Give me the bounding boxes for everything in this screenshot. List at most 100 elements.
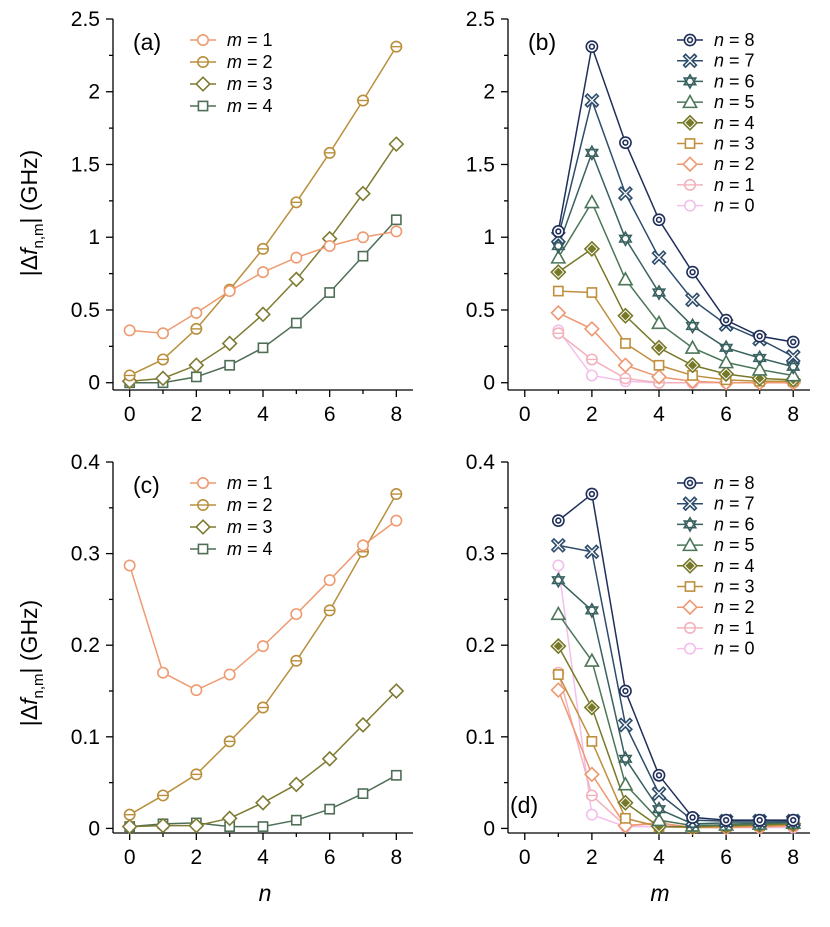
y-tick-label-a-2: 2 <box>88 81 100 104</box>
x-tick-label-a-0: 0 <box>124 403 136 426</box>
legend-entry-d-n6: n = 6 <box>677 514 755 534</box>
legend-marker-d-n1 <box>683 621 696 634</box>
point-d-n2-2 <box>583 766 600 783</box>
x-tick-label-c-8: 8 <box>390 846 402 869</box>
point-a-m4-5 <box>290 317 302 329</box>
point-b-n7-2 <box>584 92 600 109</box>
point-b-n2-3 <box>617 357 634 374</box>
x-tick-label-a-8: 8 <box>390 403 402 426</box>
legend-marker-d-n4 <box>681 557 699 574</box>
point-c-m3-2 <box>188 817 205 834</box>
y-tick-label-a-2.5: 2.5 <box>71 8 100 31</box>
point-b-n6-6 <box>718 339 734 357</box>
x-tick-label-d-4: 4 <box>653 846 665 869</box>
legend-label-d-n8: n = 8 <box>714 473 755 493</box>
point-c-m4-4 <box>257 821 269 832</box>
y-tick-label-a-0.5: 0.5 <box>71 299 100 322</box>
point-d-n8-5 <box>686 811 699 824</box>
legend-marker-d-n0 <box>683 642 696 655</box>
legend-label-b-n0: n = 0 <box>714 196 755 216</box>
point-a-m1-2 <box>190 306 203 319</box>
legend-label-a-m4: m = 4 <box>227 96 273 116</box>
x-tick-label-c-0: 0 <box>124 846 136 869</box>
point-b-n5-4 <box>651 314 667 330</box>
legend-entry-b-n7: n = 7 <box>677 51 755 71</box>
point-b-n5-7 <box>751 361 768 376</box>
x-tick-label-d-0: 0 <box>519 846 531 869</box>
point-d-n3-2 <box>586 735 598 747</box>
series-a-m1 <box>123 225 403 340</box>
legend-label-d-n2: n = 2 <box>714 597 755 617</box>
legend-marker-c-m2 <box>197 498 210 511</box>
legend-marker-c-m1 <box>197 476 210 489</box>
point-d-n0-2 <box>585 808 598 821</box>
panel-label-b: (b) <box>528 29 556 55</box>
point-c-m4-7 <box>357 788 369 800</box>
legend-marker-c-m3 <box>195 519 211 535</box>
legend-entry-b-n2: n = 2 <box>677 154 755 174</box>
point-a-m2-0 <box>123 369 136 382</box>
point-d-n7-4 <box>651 786 667 802</box>
point-b-n5-1 <box>550 249 567 264</box>
legend-marker-b-n0 <box>683 199 696 212</box>
series-b-n5 <box>550 194 802 382</box>
y-tick-label-c-0.1: 0.1 <box>71 726 100 749</box>
legend-marker-b-n7 <box>682 53 698 69</box>
point-a-m1-4 <box>256 266 269 279</box>
legend-marker-d-n2 <box>682 599 698 616</box>
series-line-b-n3 <box>558 290 794 383</box>
legend-marker-d-n6 <box>682 516 698 533</box>
point-a-m2-4 <box>256 242 269 255</box>
point-b-n6-8 <box>786 358 801 375</box>
y-tick-label-b-0.5: 0.5 <box>466 299 495 322</box>
x-axis-label-n: n <box>259 880 272 906</box>
legend-entry-b-n5: n = 5 <box>677 92 755 112</box>
x-tick-label-c-4: 4 <box>257 846 269 869</box>
point-b-n6-5 <box>685 317 700 335</box>
point-b-n2-1 <box>550 304 567 321</box>
legend-entry-d-n0: n = 0 <box>677 639 755 659</box>
series-b-n7 <box>550 92 801 365</box>
y-tick-label-d-0.2: 0.2 <box>466 634 495 657</box>
legend-label-b-n7: n = 7 <box>714 51 755 71</box>
panel-d: 0 2 4 6 800.10.20.30.4(d)n = 8n = 7n = 6n = … <box>466 451 810 869</box>
point-d-n4-2 <box>583 699 601 716</box>
point-a-m3-8 <box>388 136 405 153</box>
point-d-n4-3 <box>617 794 634 811</box>
point-b-n8-3 <box>619 136 632 150</box>
legend-entry-d-n7: n = 7 <box>677 494 755 514</box>
y-tick-label-a-1: 1 <box>88 226 100 249</box>
series-d-n8 <box>551 487 800 827</box>
legend-marker-d-n8 <box>683 476 697 490</box>
y-tick-label-c-0.3: 0.3 <box>71 543 100 566</box>
legend-marker-b-n8 <box>683 33 697 47</box>
legend-entry-d-n5: n = 5 <box>677 535 755 555</box>
point-a-m3-1 <box>155 370 171 387</box>
point-a-m1-7 <box>356 231 369 244</box>
series-c-m1 <box>123 514 403 697</box>
point-c-m4-8 <box>390 769 402 781</box>
point-a-m4-7 <box>357 250 369 262</box>
legend-entry-b-n6: n = 6 <box>677 71 755 91</box>
series-line-b-n7 <box>557 97 794 358</box>
point-d-n8-2 <box>585 487 599 501</box>
x-axis-label-m: m <box>650 880 669 906</box>
point-a-m2-7 <box>356 94 369 107</box>
legend-marker-a-m1 <box>197 33 210 46</box>
point-a-m2-8 <box>390 40 403 53</box>
point-b-n6-7 <box>752 349 767 367</box>
y-tick-label-b-2: 2 <box>483 81 495 104</box>
point-b-n6-3 <box>618 230 633 247</box>
series-c-m2 <box>123 488 403 821</box>
legend-label-c-m3: m = 3 <box>227 517 273 537</box>
point-d-n5-4 <box>651 811 667 827</box>
point-b-n5-2 <box>583 194 600 209</box>
x-tick-label-b-0: 0 <box>519 403 531 426</box>
legend-marker-b-n3 <box>684 138 696 149</box>
legend-label-b-n4: n = 4 <box>714 113 755 133</box>
point-c-m1-7 <box>356 539 369 552</box>
legend-marker-d-n5 <box>682 536 698 552</box>
point-b-n5-3 <box>617 271 634 286</box>
point-b-n4-5 <box>684 357 701 374</box>
